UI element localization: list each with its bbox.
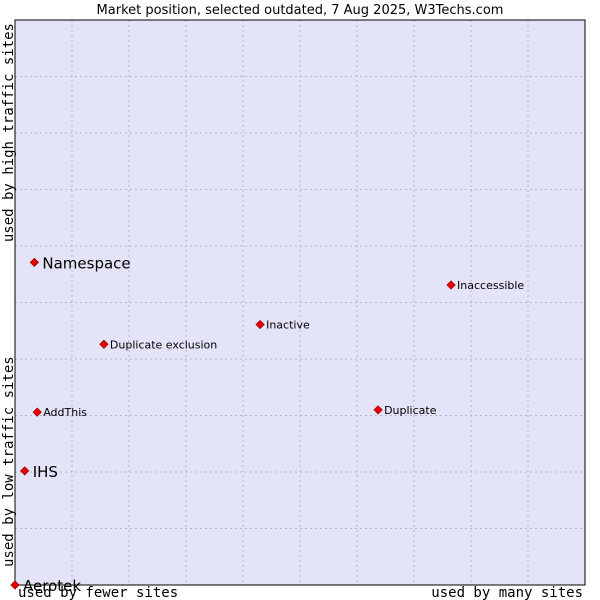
point-label-aerotek: Aerotek	[23, 577, 81, 595]
data-point-namespace: Namespace	[29, 254, 131, 272]
data-point-duplicate: Duplicate	[373, 404, 437, 417]
y-axis-label-top: used by high traffic sites	[1, 23, 17, 242]
marker-addthis	[32, 407, 42, 417]
data-points: Namespace Inaccessible Inactive Duplicate e…	[10, 254, 524, 595]
point-label-addthis: AddThis	[43, 406, 87, 419]
point-label-inactive: Inactive	[266, 319, 310, 332]
marker-aerotek	[10, 580, 20, 590]
marker-duplicate	[373, 405, 383, 415]
data-point-inactive: Inactive	[255, 319, 310, 332]
x-axis-label-left: used by fewer sites	[18, 585, 178, 600]
data-point-aerotek: Aerotek	[10, 577, 81, 595]
point-label-ihs: IHS	[33, 463, 58, 481]
marker-duplicate-exclusion	[99, 339, 109, 349]
data-point-ihs: IHS	[20, 463, 58, 481]
plot-border	[14, 19, 586, 586]
point-label-inaccessible: Inaccessible	[457, 279, 524, 292]
gridlines	[15, 20, 585, 585]
data-point-duplicate-exclusion: Duplicate exclusion	[99, 338, 217, 351]
marker-namespace	[29, 257, 40, 268]
point-label-duplicate-exclusion: Duplicate exclusion	[110, 338, 217, 351]
y-axis-label-bottom: used by low traffic sites	[1, 356, 17, 567]
marker-inaccessible	[446, 280, 456, 290]
marker-inactive	[255, 319, 265, 330]
point-label-namespace: Namespace	[42, 254, 130, 272]
data-point-inaccessible: Inaccessible	[446, 279, 524, 292]
marker-ihs	[20, 466, 30, 476]
data-point-addthis: AddThis	[32, 406, 87, 419]
point-label-duplicate: Duplicate	[384, 404, 437, 417]
chart-title: Market position, selected outdated, 7 Au…	[97, 3, 504, 18]
x-axis-label-right: used by many sites	[431, 585, 583, 600]
